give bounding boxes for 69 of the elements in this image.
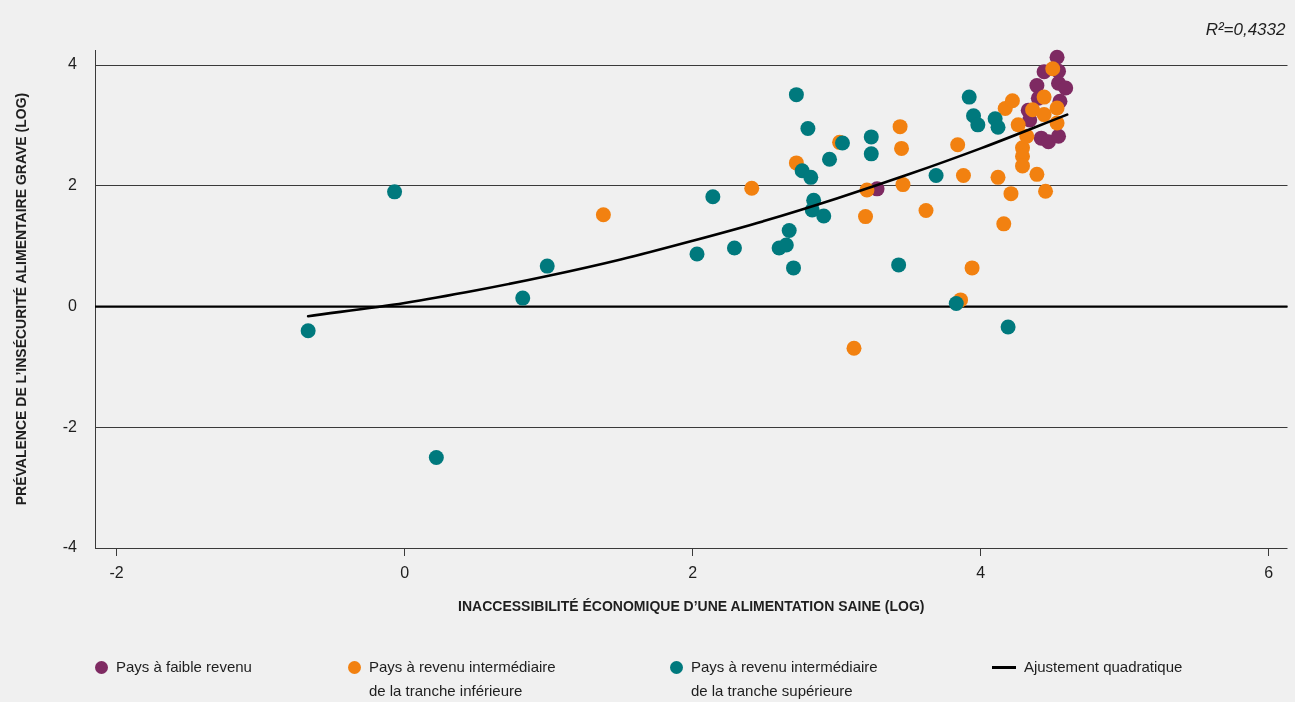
point [781, 222, 797, 238]
point [1036, 107, 1052, 123]
point [894, 140, 910, 156]
point [1051, 128, 1067, 144]
point [689, 246, 705, 262]
point [1029, 166, 1045, 182]
point [1049, 100, 1065, 116]
x-tick-label: -2 [109, 564, 124, 582]
point [892, 119, 908, 135]
point [1025, 102, 1041, 118]
point [428, 449, 444, 465]
legend-label: Pays à revenu intermédiaire de la tranche supérieure [690, 657, 879, 701]
y-tick-label: 2 [68, 176, 78, 194]
x-tick-label: 6 [1264, 564, 1274, 582]
point [918, 203, 934, 219]
point [863, 146, 879, 162]
legend-label: Ajustement quadratique [1023, 657, 1183, 677]
point [744, 180, 760, 196]
x-axis-title: INACCESSIBILITÉ ÉCONOMIQUE D’UNE ALIMENTATION SAINE (LOG) [458, 598, 925, 615]
point [1010, 117, 1026, 133]
point [387, 184, 403, 200]
x-tick-label: 0 [400, 564, 410, 582]
x-tick-label: 4 [976, 564, 986, 582]
point [955, 168, 971, 184]
y-tick-label: 0 [68, 296, 78, 314]
point [539, 258, 555, 274]
y-tick-label: -2 [62, 417, 78, 435]
point [970, 117, 986, 133]
point [1003, 186, 1019, 202]
point [863, 129, 879, 145]
point [822, 151, 838, 167]
legend-label: Pays à faible revenu [116, 657, 252, 677]
point [846, 340, 862, 356]
point [300, 323, 316, 339]
point [1029, 78, 1045, 94]
point [895, 177, 911, 193]
point [948, 296, 964, 312]
point [1000, 319, 1016, 335]
point [786, 260, 802, 276]
point [705, 189, 721, 205]
point [928, 168, 944, 184]
point [990, 169, 1006, 185]
point [515, 290, 531, 306]
point [788, 87, 804, 103]
point [726, 240, 742, 256]
x-tick-label: 2 [688, 564, 698, 582]
point [800, 120, 816, 136]
point [858, 209, 874, 225]
point [891, 257, 907, 273]
point [1045, 61, 1061, 77]
point [1036, 89, 1052, 105]
y-tick-label: 4 [68, 55, 78, 73]
point [964, 260, 980, 276]
point [1015, 158, 1030, 174]
point [1058, 80, 1074, 96]
point [990, 119, 1006, 135]
point [803, 169, 819, 185]
y-axis-title: PRÉVALENCE DE L’INSÉCURITÉ ALIMENTAIRE GRAVE (LOG) [13, 92, 30, 506]
point [996, 216, 1012, 232]
point [961, 89, 977, 105]
point [1004, 93, 1020, 109]
point [816, 208, 832, 224]
point [595, 207, 611, 223]
point [950, 137, 966, 153]
y-tick-label: -4 [62, 538, 78, 556]
point [1038, 183, 1054, 199]
legend-label: Pays à revenu intermédiaire de la tranche inférieure [368, 657, 557, 701]
text: R²=0,4332 [1205, 19, 1287, 39]
point [778, 237, 794, 253]
